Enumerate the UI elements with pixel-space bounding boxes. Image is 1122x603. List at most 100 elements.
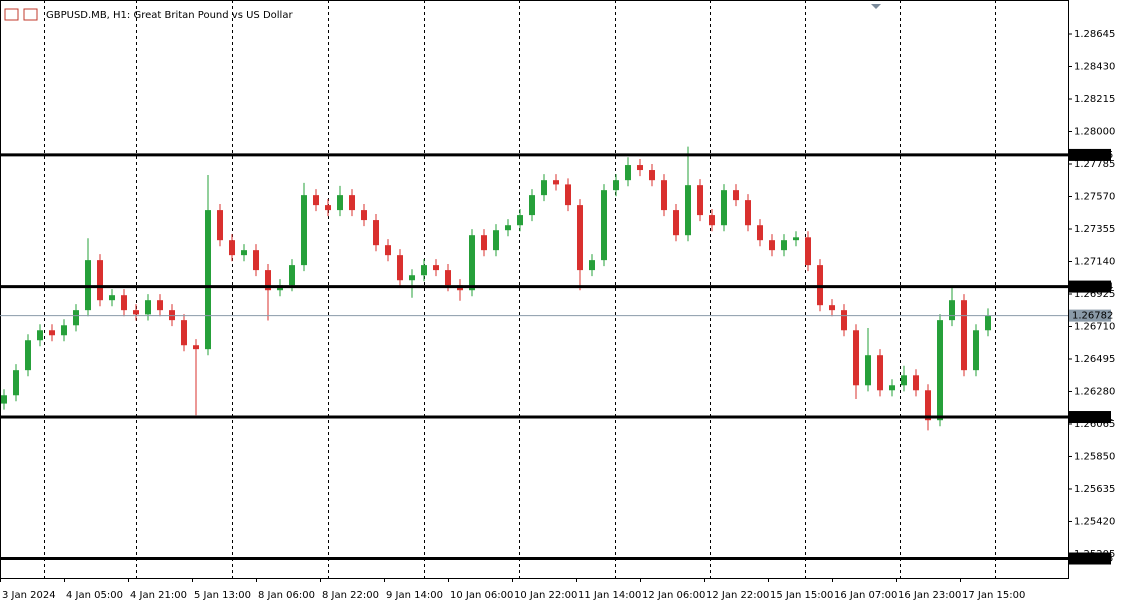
- candle-body: [541, 180, 547, 196]
- y-tick-label: 1.28000: [1074, 127, 1115, 138]
- candle-body: [625, 165, 631, 181]
- x-tick-label: 3 Jan 2024: [2, 590, 56, 601]
- candle-body: [241, 250, 247, 256]
- candle-body: [829, 305, 835, 311]
- candle-body: [661, 180, 667, 211]
- candle-body: [205, 210, 211, 350]
- y-tick-label: 1.26065: [1074, 419, 1115, 430]
- candle-body: [973, 330, 979, 371]
- candle-body: [553, 180, 559, 185]
- candle-body: [781, 240, 787, 251]
- candle-body: [217, 210, 223, 241]
- candle-body: [493, 230, 499, 251]
- candle-body: [109, 295, 115, 301]
- y-tick-label: 1.25635: [1074, 484, 1115, 495]
- icon: [23, 8, 38, 21]
- x-tick-label: 8 Jan 22:00: [322, 590, 379, 601]
- level-box: [1069, 552, 1111, 565]
- candle-body: [913, 375, 919, 391]
- candle-body: [73, 310, 79, 326]
- candle-body: [409, 275, 415, 281]
- x-tick-label: 16 Jan 07:00: [834, 590, 897, 601]
- candle-body: [865, 355, 871, 386]
- candle-body: [589, 260, 595, 271]
- candle-body: [685, 185, 691, 236]
- candle-body: [745, 200, 751, 226]
- y-tick-label: 1.27785: [1074, 159, 1115, 170]
- candle-body: [337, 195, 343, 211]
- y-tick-label: 1.27355: [1074, 224, 1115, 235]
- candle-body: [757, 225, 763, 241]
- shift-marker: [871, 4, 881, 9]
- candle-body: [301, 195, 307, 266]
- level-label: 1.25175: [1072, 554, 1113, 565]
- candle-body: [733, 190, 739, 201]
- candle-body: [949, 300, 955, 321]
- candle-body: [181, 320, 187, 346]
- candle-body: [793, 237, 799, 241]
- y-tick-label: 1.27570: [1074, 191, 1115, 202]
- candle-body: [433, 265, 439, 271]
- candle-body: [25, 340, 31, 371]
- candle-body: [133, 310, 139, 315]
- level-box: [1069, 280, 1111, 293]
- candle-body: [841, 310, 847, 331]
- x-tick-label: 4 Jan 21:00: [130, 590, 187, 601]
- level-box: [1069, 411, 1111, 424]
- y-tick-label: 1.27140: [1074, 256, 1115, 267]
- y-tick-label: 1.28215: [1074, 94, 1115, 105]
- y-tick-label: 1.25850: [1074, 451, 1115, 462]
- x-tick-label: 16 Jan 23:00: [898, 590, 961, 601]
- x-tick-label: 9 Jan 14:00: [386, 590, 443, 601]
- y-tick-label: 1.28645: [1074, 29, 1115, 40]
- candle-body: [565, 184, 571, 206]
- candle-body: [445, 270, 451, 286]
- candle-body: [373, 220, 379, 246]
- x-tick-label: 12 Jan 22:00: [706, 590, 769, 601]
- candle-body: [517, 215, 523, 226]
- candle-body: [385, 245, 391, 256]
- candle-body: [505, 225, 511, 231]
- candle-body: [673, 210, 679, 236]
- candle-body: [313, 195, 319, 206]
- candle-body: [769, 240, 775, 251]
- candle-body: [985, 315, 991, 331]
- candle-body: [349, 195, 355, 211]
- candle-body: [145, 300, 151, 315]
- candle-body: [253, 250, 259, 271]
- candle-body: [937, 320, 943, 421]
- candle-body: [961, 300, 967, 371]
- last-price-box: [1069, 309, 1111, 322]
- level-label: 1.26974: [1072, 282, 1113, 293]
- level-box: [1069, 148, 1111, 161]
- candle-body: [601, 190, 607, 261]
- candle-body: [889, 385, 895, 391]
- candle-body: [1, 395, 7, 404]
- toolbar-icons: [4, 8, 38, 21]
- candle-body: [853, 330, 859, 386]
- x-tick-label: 4 Jan 05:00: [66, 590, 123, 601]
- x-tick-label: 10 Jan 06:00: [450, 590, 513, 601]
- level-label: 1.27845: [1072, 150, 1113, 161]
- y-tick-label: 1.26495: [1074, 354, 1115, 365]
- candle-body: [13, 370, 19, 396]
- candle-body: [649, 170, 655, 181]
- candle-body: [709, 215, 715, 226]
- candle-body: [397, 255, 403, 281]
- candle-body: [361, 210, 367, 221]
- y-tick-label: 1.25420: [1074, 516, 1115, 527]
- candle-body: [877, 355, 883, 391]
- y-tick-label: 1.26280: [1074, 386, 1115, 397]
- x-tick-label: 8 Jan 06:00: [258, 590, 315, 601]
- candle-body: [613, 180, 619, 191]
- candle-body: [61, 325, 67, 336]
- chart-title: GBPUSD.MB, H1: Great Britan Pound vs US …: [46, 10, 293, 21]
- candle-body: [121, 295, 127, 311]
- candle-body: [469, 235, 475, 291]
- y-tick-label: 1.28430: [1074, 62, 1115, 73]
- candle-body: [325, 205, 331, 211]
- candle-body: [193, 345, 199, 350]
- y-tick-label: 1.26925: [1074, 289, 1115, 300]
- candle-body: [529, 195, 535, 216]
